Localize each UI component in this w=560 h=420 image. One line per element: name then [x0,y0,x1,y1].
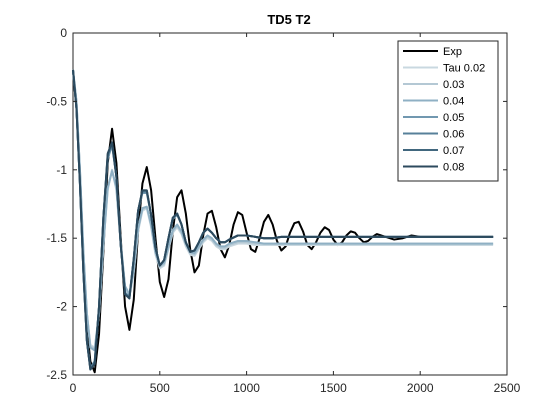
chart-title: TD5 T2 [267,12,310,27]
x-tick-label: 0 [70,381,77,395]
y-tick-label: 0 [60,26,67,40]
y-tick-label: -2 [56,300,67,314]
legend: Exp Tau 0.02 0.03 0.04 0.05 0.06 0.07 0.08 [397,40,499,182]
x-tick-label: 2000 [407,381,434,395]
legend-label-5: 0.06 [443,129,464,141]
series-group [72,69,494,374]
legend-box [397,40,499,182]
x-tick-label: 500 [150,381,170,395]
x-axis: 0 500 1000 1500 2000 2500 [70,33,521,395]
series-line-7 [72,69,494,371]
x-tick-label: 1500 [320,381,347,395]
y-axis: 0 -0.5 -1 -1.5 -2 -2.5 [46,26,507,382]
y-tick-label: -2.5 [46,368,67,382]
y-tick-label: -1 [56,163,67,177]
x-tick-label: 2500 [494,381,521,395]
legend-label-3: 0.04 [443,96,464,108]
x-tick-label: 1000 [233,381,260,395]
legend-label-7: 0.08 [443,162,464,174]
legend-label-6: 0.07 [443,145,464,157]
legend-label-1: Tau 0.02 [443,63,485,75]
y-tick-label: -0.5 [46,94,67,108]
legend-label-0: Exp [443,46,462,58]
legend-label-4: 0.05 [443,112,464,124]
series-line-3 [72,69,494,352]
y-tick-label: -1.5 [46,231,67,245]
legend-label-2: 0.03 [443,79,464,91]
